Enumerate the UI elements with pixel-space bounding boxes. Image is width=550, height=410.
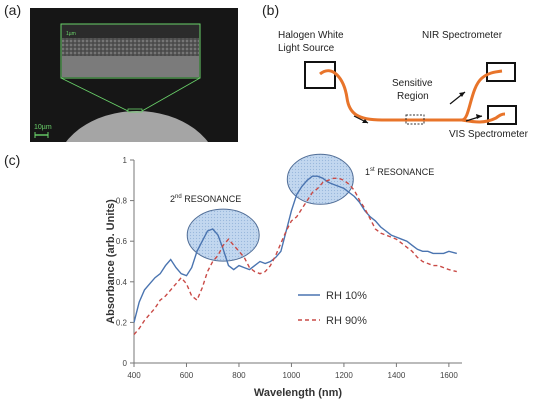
vis-spectrometer-label: VIS Spectrometer [449, 129, 529, 140]
x-tick-label: 1400 [388, 371, 406, 380]
light-source-box [304, 61, 336, 89]
x-tick-label: 400 [127, 371, 141, 380]
legend-label-rh10: RH 10% [326, 290, 367, 302]
y-axis-label: Absorbance (arb. Units) [105, 199, 117, 324]
y-tick-label: 0.6 [116, 237, 128, 246]
panel-b-label: (b) [262, 2, 280, 18]
legend-label-rh90: RH 90% [326, 315, 367, 327]
fiber-cross-section [66, 111, 208, 142]
x-axis-label: Wavelength (nm) [254, 387, 343, 399]
light-source-label-line2: Light Source [278, 43, 335, 54]
sem-image: 10µm 1µm [34, 23, 208, 142]
x-tick-label: 1000 [283, 371, 301, 380]
inset-scale-label: 1µm [66, 31, 76, 37]
x-tick-label: 600 [180, 371, 194, 380]
nir-spectrometer-box [486, 62, 516, 82]
second-resonance-label: 2nd RESONANCE [170, 194, 241, 204]
vis-direction-arrow [465, 114, 483, 122]
first-resonance-label: 1st RESONANCE [365, 167, 434, 177]
panel-a-label: (a) [4, 2, 22, 18]
x-tick-label: 1600 [440, 371, 458, 380]
scale-bar-label: 10µm [34, 124, 52, 131]
light-source-label-line1: Halogen White [278, 30, 344, 41]
y-tick-label: 0.4 [116, 278, 128, 287]
sensitive-region-box [405, 114, 425, 125]
y-tick-label: 0.2 [116, 318, 128, 327]
absorbance-chart-panel: 400 600 800 1000 1200 1400 1600 0 0.2 0.4 0.6 0.8 1 W… [0, 150, 550, 405]
y-tick-label: 0 [123, 359, 128, 368]
zoom-region [127, 108, 143, 113]
y-tick-label: 0.8 [116, 197, 128, 206]
sem-image-panel: 10µm 1µm [30, 8, 238, 142]
series-line-rh10 [133, 175, 457, 323]
optical-fiber-branch [461, 112, 506, 124]
y-tick-label: 1 [123, 156, 128, 165]
zoom-line-left [60, 77, 129, 112]
x-tick-label: 1200 [335, 371, 353, 380]
first-resonance-highlight [286, 153, 354, 205]
setup-schematic: Halogen White Light Source NIR Spectrome… [278, 30, 529, 140]
series-line-rh90 [133, 177, 457, 336]
light-direction-arrow [353, 115, 369, 124]
sem-inset [60, 23, 201, 79]
nir-direction-arrow [449, 91, 466, 105]
panel-c-label: (c) [4, 152, 21, 168]
vis-spectrometer-box [487, 105, 517, 125]
sensitive-region-label-line2: Region [397, 91, 429, 102]
setup-schematic-panel: Halogen White Light Source NIR Spectrome… [262, 8, 550, 148]
absorbance-chart: 400 600 800 1000 1200 1400 1600 0 0.2 0.4 0.6 0.8 1 W… [105, 153, 462, 399]
optical-fiber [319, 69, 503, 122]
x-tick-label: 800 [232, 371, 246, 380]
second-resonance-highlight [186, 208, 260, 262]
nir-spectrometer-label: NIR Spectrometer [422, 30, 503, 41]
sensitive-region-label-line1: Sensitive [392, 78, 433, 89]
zoom-line-right [141, 77, 201, 112]
